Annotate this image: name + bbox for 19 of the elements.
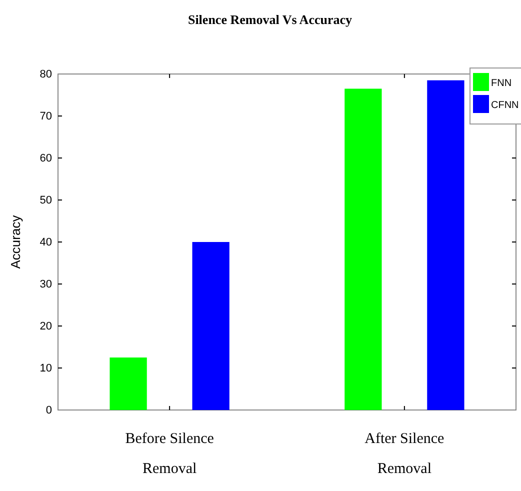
chart-title: Silence Removal Vs Accuracy	[188, 12, 353, 27]
legend-label: FNN	[491, 78, 512, 89]
y-axis-title: Accuracy	[8, 214, 23, 269]
y-tick-label: 50	[40, 194, 52, 207]
bar	[192, 242, 230, 410]
bar	[110, 358, 147, 410]
x-tick-label: After Silence Removal	[364, 431, 445, 477]
y-tick-label: 60	[40, 152, 52, 165]
y-tick-label: 0	[46, 404, 52, 417]
legend-label: CFNN	[491, 100, 519, 111]
y-tick-label: 40	[40, 236, 52, 249]
y-tick-label: 20	[40, 320, 52, 333]
bar	[427, 80, 464, 410]
y-tick-label: 10	[40, 362, 52, 375]
y-tick-label: 80	[40, 68, 52, 81]
y-tick-label: 30	[40, 278, 52, 291]
y-tick-label: 70	[40, 110, 52, 123]
bar	[344, 88, 382, 410]
x-tick-label: Before Silence Removal	[125, 431, 214, 477]
